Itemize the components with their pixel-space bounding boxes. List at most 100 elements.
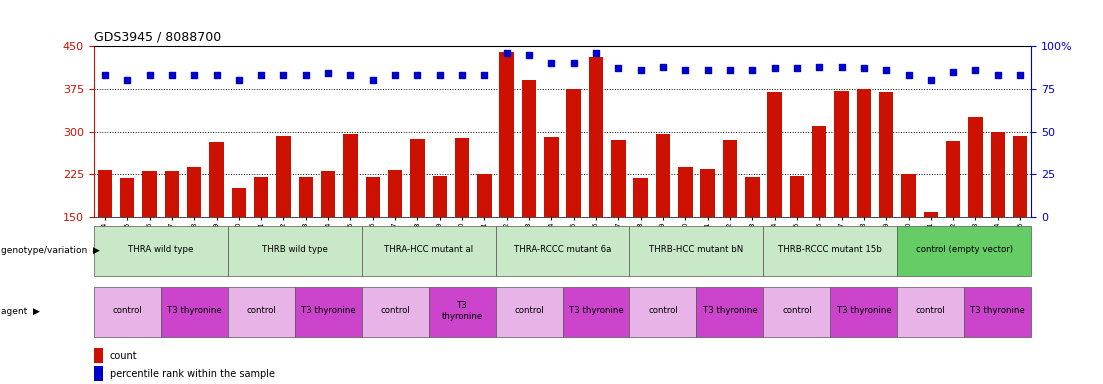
- Point: [431, 72, 449, 78]
- Text: control: control: [649, 306, 678, 315]
- Bar: [923, 212, 939, 217]
- Bar: [567, 89, 581, 217]
- Bar: [454, 138, 470, 217]
- Bar: [276, 136, 291, 217]
- Text: THRA-RCCC mutant 6a: THRA-RCCC mutant 6a: [514, 245, 611, 254]
- Bar: [812, 126, 826, 217]
- Point: [297, 72, 314, 78]
- Text: control: control: [381, 306, 410, 315]
- Text: THRB-HCC mutant bN: THRB-HCC mutant bN: [650, 245, 743, 254]
- Bar: [633, 178, 647, 217]
- Bar: [857, 89, 871, 217]
- Bar: [343, 134, 357, 217]
- Bar: [365, 177, 381, 217]
- Point: [320, 70, 338, 76]
- Point: [207, 72, 225, 78]
- Text: control: control: [113, 306, 142, 315]
- Point: [364, 77, 382, 83]
- Bar: [901, 174, 915, 217]
- Point: [833, 63, 850, 70]
- Bar: [678, 167, 693, 217]
- Bar: [500, 52, 514, 217]
- Point: [966, 67, 984, 73]
- Point: [855, 65, 872, 71]
- Bar: [94, 225, 227, 276]
- Point: [565, 60, 582, 66]
- Point: [721, 67, 739, 73]
- Point: [789, 65, 806, 71]
- Bar: [210, 142, 224, 217]
- Text: THRB-RCCC mutant 15b: THRB-RCCC mutant 15b: [779, 245, 882, 254]
- Point: [610, 65, 628, 71]
- Bar: [834, 91, 849, 217]
- Point: [676, 67, 694, 73]
- Bar: [321, 171, 335, 217]
- Bar: [655, 134, 671, 217]
- Point: [521, 51, 538, 58]
- Bar: [94, 287, 161, 337]
- Bar: [700, 169, 715, 217]
- Bar: [362, 225, 495, 276]
- Point: [118, 77, 136, 83]
- Bar: [630, 287, 696, 337]
- Bar: [589, 58, 603, 217]
- Point: [475, 72, 493, 78]
- Point: [231, 77, 248, 83]
- Bar: [164, 171, 179, 217]
- Point: [185, 72, 203, 78]
- Text: THRB wild type: THRB wild type: [261, 245, 328, 254]
- Bar: [544, 137, 558, 217]
- Point: [989, 72, 1007, 78]
- Bar: [495, 287, 563, 337]
- Point: [497, 50, 515, 56]
- Text: T3 thyronine: T3 thyronine: [301, 306, 355, 315]
- Point: [944, 69, 962, 75]
- Bar: [295, 287, 362, 337]
- Point: [699, 67, 717, 73]
- Text: T3 thyronine: T3 thyronine: [703, 306, 758, 315]
- Bar: [227, 225, 362, 276]
- Point: [141, 72, 159, 78]
- Bar: [186, 167, 202, 217]
- Text: T3 thyronine: T3 thyronine: [836, 306, 891, 315]
- Bar: [768, 92, 782, 217]
- Point: [96, 72, 114, 78]
- Text: agent  ▶: agent ▶: [1, 308, 40, 316]
- Text: T3 thyronine: T3 thyronine: [167, 306, 222, 315]
- Bar: [898, 225, 1031, 276]
- Bar: [120, 178, 135, 217]
- Bar: [388, 170, 403, 217]
- Point: [765, 65, 783, 71]
- Point: [811, 63, 828, 70]
- Bar: [763, 287, 831, 337]
- Bar: [898, 287, 964, 337]
- Bar: [831, 287, 898, 337]
- Bar: [94, 366, 103, 381]
- Bar: [790, 176, 804, 217]
- Text: T3 thyronine: T3 thyronine: [971, 306, 1025, 315]
- Bar: [161, 287, 227, 337]
- Bar: [142, 171, 157, 217]
- Text: control: control: [246, 306, 276, 315]
- Text: control: control: [915, 306, 945, 315]
- Point: [1011, 72, 1029, 78]
- Point: [632, 67, 650, 73]
- Text: percentile rank within the sample: percentile rank within the sample: [109, 369, 275, 379]
- Text: THRA-HCC mutant al: THRA-HCC mutant al: [384, 245, 473, 254]
- Point: [386, 72, 404, 78]
- Bar: [990, 131, 1005, 217]
- Point: [654, 63, 672, 70]
- Bar: [763, 225, 898, 276]
- Bar: [964, 287, 1031, 337]
- Point: [543, 60, 560, 66]
- Text: control: control: [514, 306, 544, 315]
- Text: GDS3945 / 8088700: GDS3945 / 8088700: [94, 30, 221, 43]
- Bar: [410, 139, 425, 217]
- Point: [408, 72, 426, 78]
- Point: [453, 72, 471, 78]
- Bar: [1013, 136, 1027, 217]
- Text: THRA wild type: THRA wild type: [128, 245, 193, 254]
- Text: control (empty vector): control (empty vector): [915, 245, 1013, 254]
- Bar: [879, 92, 893, 217]
- Point: [743, 67, 761, 73]
